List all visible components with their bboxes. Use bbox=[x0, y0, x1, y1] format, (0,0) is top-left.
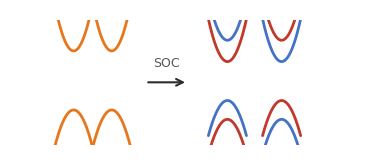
Text: SOC: SOC bbox=[153, 57, 180, 70]
